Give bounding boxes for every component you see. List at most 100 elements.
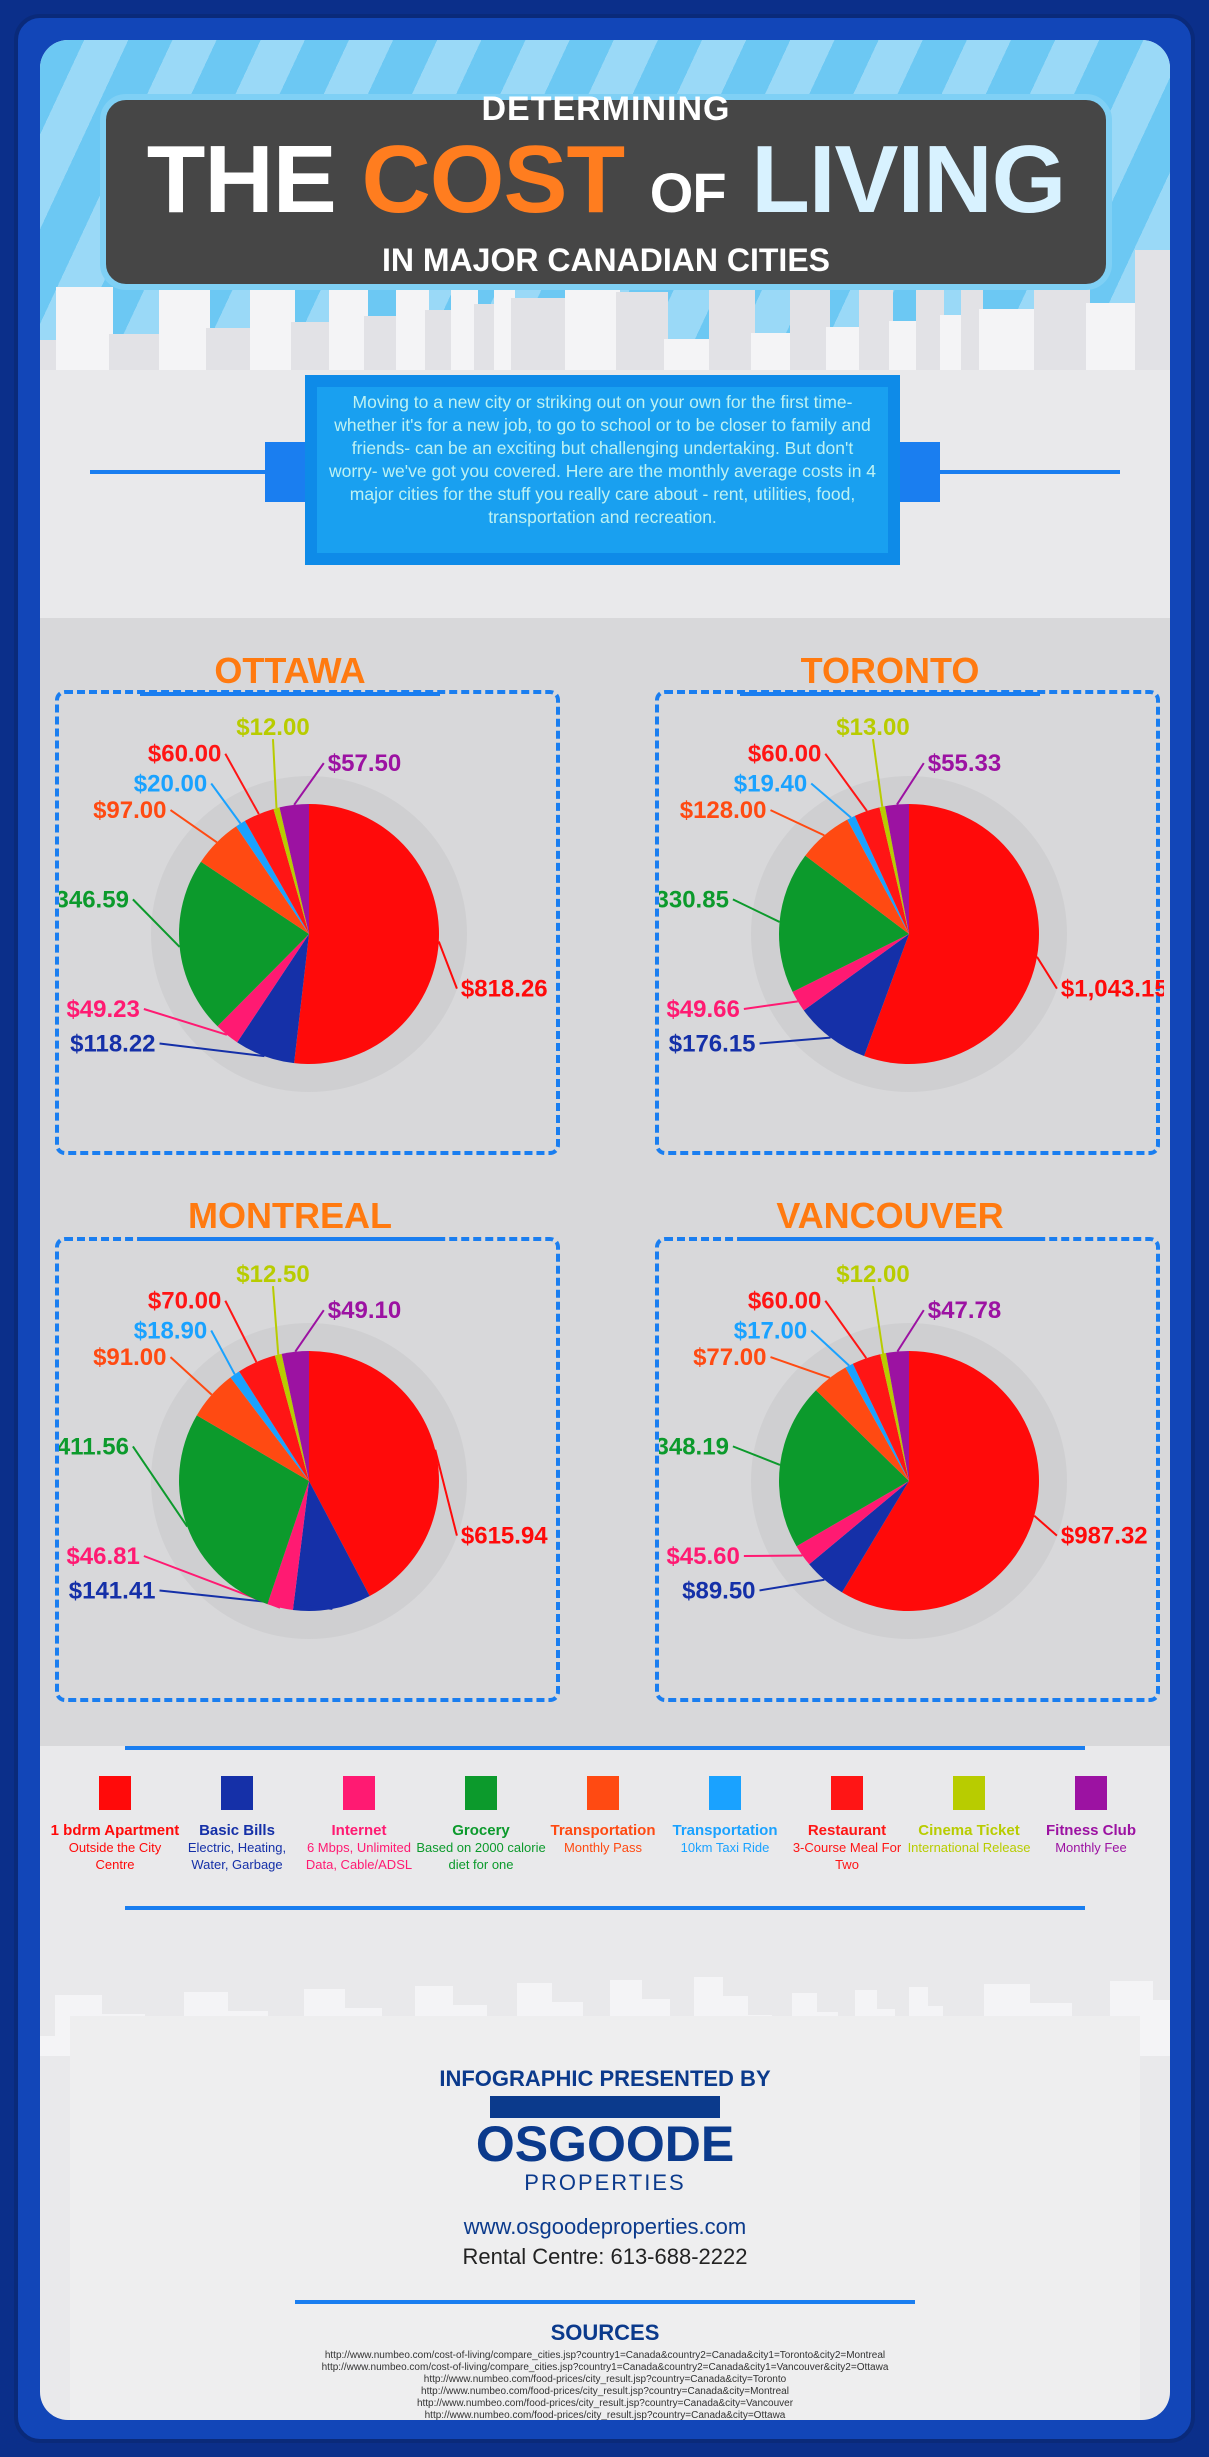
pie-slice (852, 1354, 909, 1481)
pie-slice (779, 1390, 909, 1547)
pie-slice (842, 1351, 1039, 1611)
legend-desc: Outside the City Centre (68, 1840, 162, 1872)
city-chart-box: $615.94$141.41$46.81$411.56$91.00$18.90$… (55, 1237, 560, 1702)
pie-slice (779, 855, 909, 992)
slice-label: $346.59 (59, 886, 129, 913)
website-link[interactable]: www.osgoodeproperties.com (463, 2214, 747, 2239)
slice-label: $57.50 (328, 750, 401, 777)
leader-line (271, 1286, 280, 1355)
divider (295, 2300, 915, 2304)
legend-desc: 3-Course Meal For Two (792, 1840, 902, 1872)
slice-label: $12.00 (836, 1261, 909, 1288)
leader-line (434, 1449, 458, 1536)
slice-label: $20.00 (134, 770, 207, 797)
pie-slice (178, 861, 309, 1027)
pie-slice (815, 1367, 909, 1481)
divider (125, 1746, 1085, 1750)
source-link[interactable]: http://www.numbeo.com/food-prices/city_r… (423, 2374, 787, 2385)
title-living: LIVING (751, 126, 1066, 233)
pie-slice (236, 820, 309, 934)
title-line1: DETERMINING (481, 90, 731, 128)
slice-label: $19.40 (734, 770, 807, 797)
legend-swatch (953, 1776, 985, 1810)
leader-line (143, 1008, 228, 1036)
legend-swatch (343, 1776, 375, 1810)
source-link[interactable]: http://www.numbeo.com/cost-of-living/com… (324, 2350, 886, 2361)
leader-line (437, 941, 458, 989)
sources-title: SOURCES (550, 2320, 660, 2345)
leader-line (770, 809, 825, 837)
leader-line (224, 1300, 258, 1363)
pie-slice (237, 934, 309, 1064)
leader-line (159, 1589, 333, 1610)
leader-line (871, 1285, 885, 1354)
legend-item: Fitness Club Monthly Fee (1026, 1776, 1156, 1856)
source-link[interactable]: http://www.numbeo.com/food-prices/city_r… (416, 2398, 794, 2409)
legend-name: Restaurant (807, 1822, 887, 1839)
pie-slice (292, 1481, 370, 1611)
slice-label: $47.78 (928, 1297, 1001, 1324)
pie-slice (239, 1355, 309, 1481)
pie-chart: $818.26$118.22$49.23$346.59$97.00$20.00$… (59, 714, 548, 1092)
legend-item: Transportation 10km Taxi Ride (660, 1776, 790, 1856)
city-title: VANCOUVER (740, 1195, 1040, 1241)
slice-label: $12.50 (236, 1261, 309, 1288)
rental-phone: Rental Centre: 613-688-2222 (462, 2244, 748, 2269)
pie-slice (796, 1481, 909, 1565)
source-link[interactable]: http://www.numbeo.com/cost-of-living/com… (321, 2362, 889, 2373)
slice-label: $987.32 (1061, 1523, 1148, 1550)
slice-label: $49.23 (66, 996, 139, 1023)
legend-item: 1 bdrm Apartment Outside the City Centre (50, 1776, 180, 1873)
legend-item: Grocery Based on 2000 calorie diet for on… (416, 1776, 546, 1873)
divider (125, 1906, 1085, 1910)
logo-sub: PROPERTIES (524, 2170, 686, 2195)
title-cost: COST (361, 126, 625, 233)
pie-slice (805, 819, 909, 934)
city-title: TORONTO (740, 650, 1040, 696)
legend-desc: Monthly Pass (563, 1840, 643, 1855)
slice-label: $176.15 (669, 1030, 756, 1057)
title-of: OF (649, 161, 727, 224)
leader-line (896, 762, 925, 806)
slice-label: $70.00 (148, 1288, 221, 1315)
slice-label: $45.60 (666, 1543, 739, 1570)
slice-label: $615.94 (461, 1523, 548, 1550)
main-title: THE COST OF LIVING (106, 130, 1106, 243)
pie-slice (792, 934, 909, 1011)
pie-slice (244, 808, 309, 934)
source-link[interactable]: http://www.numbeo.com/food-prices/city_r… (424, 2410, 786, 2420)
pie-slice (309, 1351, 439, 1596)
legend-swatch (831, 1776, 863, 1810)
legend-item: Restaurant 3-Course Meal For Two (782, 1776, 912, 1873)
slice-label: $49.66 (666, 996, 739, 1023)
leader-line (169, 1356, 213, 1396)
slice-label: $1,043.15 (1061, 976, 1164, 1003)
legend-name: Basic Bills (199, 1822, 275, 1839)
footer-card (70, 2016, 1140, 2420)
pie-slice (279, 804, 309, 934)
pie-slice (847, 815, 909, 934)
slice-label: $12.00 (236, 714, 309, 741)
intro-wing-left (265, 442, 305, 502)
leader-line (810, 782, 852, 819)
footer: INFOGRAPHIC PRESENTED BY OSGOODE PROPERTI… (40, 1946, 1170, 2420)
legend: 1 bdrm Apartment Outside the City Centre B… (40, 1746, 1170, 1946)
slice-label: $411.56 (59, 1433, 129, 1460)
pie-chart: $1,043.15 $176.15 $49.66 $330.85 $128.00$19.… (659, 714, 1164, 1092)
pie-slice (294, 804, 440, 1064)
leader-line (732, 1445, 781, 1466)
presented-by: INFOGRAPHIC PRESENTED BY (439, 2066, 771, 2091)
slice-label: $46.81 (66, 1543, 139, 1570)
pie-slice (879, 806, 909, 934)
legend-desc: International Release (907, 1840, 1031, 1855)
slice-label: $141.41 (69, 1577, 156, 1604)
pie-chart: $615.94$141.41$46.81$411.56$91.00$18.90$… (59, 1261, 548, 1639)
slice-label: $60.00 (148, 741, 221, 768)
pie-slice (809, 1481, 909, 1593)
pie-slice (217, 934, 309, 1043)
source-link[interactable]: http://www.numbeo.com/food-prices/city_r… (421, 2386, 789, 2397)
slice-label: $91.00 (93, 1344, 166, 1371)
slice-label: $818.26 (461, 976, 548, 1003)
pie-slice (885, 804, 909, 934)
leader-line (770, 1356, 831, 1379)
